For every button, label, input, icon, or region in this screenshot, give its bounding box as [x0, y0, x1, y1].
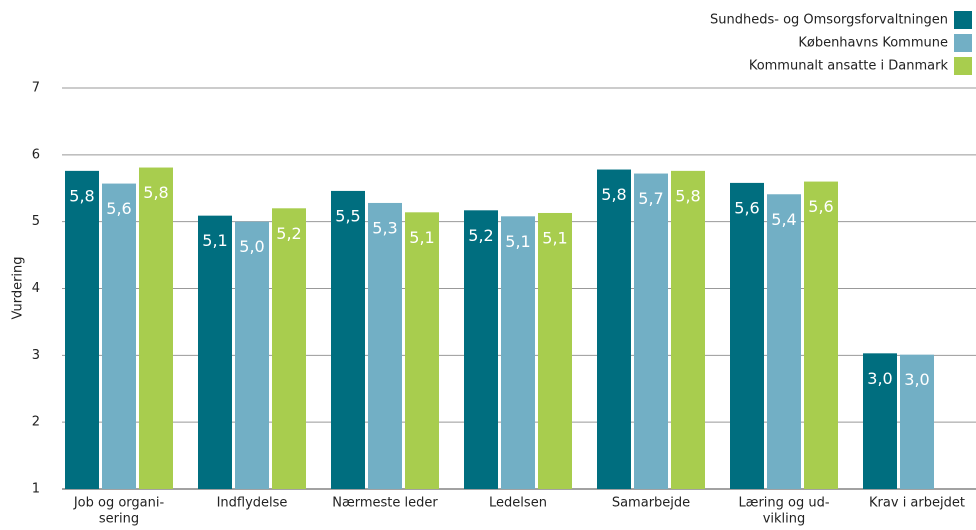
y-tick-label: 5 [32, 214, 40, 229]
x-tick-label: Samarbejde [612, 496, 690, 511]
value-label: 5,1 [542, 228, 567, 247]
y-tick-label: 6 [32, 147, 40, 162]
legend-label: Sundheds- og Omsorgsforvaltningen [710, 13, 948, 28]
legend-label: Københavns Kommune [798, 36, 948, 51]
bar [139, 167, 173, 489]
value-label: 5,2 [468, 226, 493, 245]
bar [634, 173, 668, 489]
x-tick-label: Ledelsen [489, 496, 547, 511]
value-label: 5,0 [239, 237, 264, 256]
bar [501, 216, 535, 489]
bar [538, 212, 572, 489]
bar [368, 202, 402, 489]
bar [331, 190, 365, 489]
bar [102, 183, 136, 490]
y-tick-label: 4 [32, 281, 40, 296]
value-label: 5,6 [106, 199, 131, 218]
value-label: 3,0 [867, 369, 892, 388]
bar [597, 169, 631, 489]
bar [65, 170, 99, 489]
x-tick-label: sering [99, 512, 139, 527]
value-label: 3,0 [904, 370, 929, 389]
bar [671, 170, 705, 489]
value-label: 5,6 [808, 197, 833, 216]
value-label: 5,4 [771, 210, 796, 229]
value-label: 5,5 [335, 206, 360, 225]
bar [804, 181, 838, 490]
value-label: 5,1 [505, 232, 530, 251]
bar [863, 353, 897, 489]
x-tick-label: Indflydelse [217, 496, 288, 511]
legend-swatch [954, 11, 972, 29]
bar [405, 212, 439, 489]
y-tick-label: 2 [32, 415, 40, 430]
legend-swatch [954, 57, 972, 75]
bar [900, 354, 934, 489]
legend-swatch [954, 34, 972, 52]
bar [464, 210, 498, 489]
y-axis-label: Vurdering [11, 256, 26, 319]
bar [272, 208, 306, 490]
x-tick-label: Job og organi- [73, 496, 165, 511]
value-label: 5,8 [601, 185, 626, 204]
legend-label: Kommunalt ansatte i Danmark [749, 59, 949, 74]
value-label: 5,3 [372, 218, 397, 237]
value-label: 5,7 [638, 189, 663, 208]
y-tick-label: 1 [32, 482, 40, 497]
x-tick-label: Krav i arbejdet [869, 496, 965, 511]
value-label: 5,6 [734, 198, 759, 217]
value-label: 5,2 [276, 224, 301, 243]
bar [198, 215, 232, 489]
x-tick-label: vikling [763, 512, 806, 527]
y-tick-label: 7 [32, 81, 40, 96]
value-label: 5,1 [202, 231, 227, 250]
x-tick-label: Læring og ud- [738, 496, 829, 511]
value-label: 5,8 [143, 183, 168, 202]
bar [767, 194, 801, 489]
x-tick-label: Nærmeste leder [332, 496, 438, 511]
bar [730, 182, 764, 490]
bar [235, 221, 269, 489]
value-label: 5,8 [69, 186, 94, 205]
y-tick-label: 3 [32, 348, 40, 363]
value-label: 5,1 [409, 228, 434, 247]
value-label: 5,8 [675, 186, 700, 205]
